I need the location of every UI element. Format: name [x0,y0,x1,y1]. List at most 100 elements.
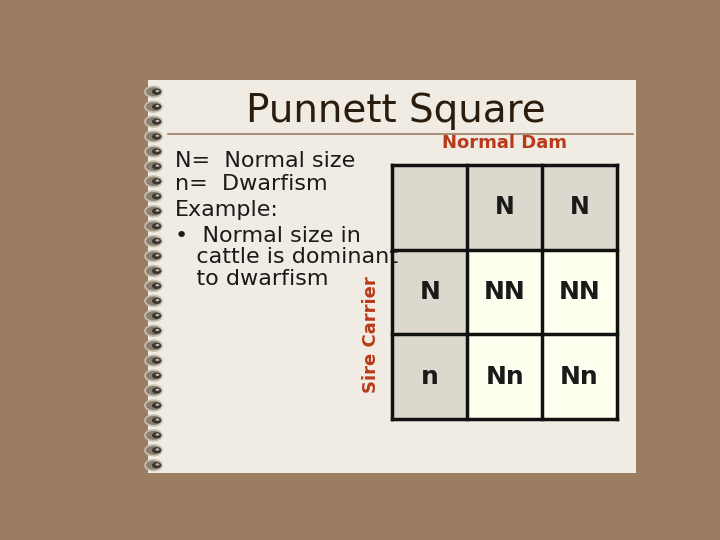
Ellipse shape [156,194,159,197]
Bar [392,165,617,249]
Ellipse shape [145,326,162,336]
Bar [467,334,542,419]
Ellipse shape [152,238,161,244]
Ellipse shape [152,357,161,364]
Ellipse shape [145,191,162,202]
Bar [542,249,617,334]
Ellipse shape [145,131,162,142]
Ellipse shape [156,418,159,421]
Ellipse shape [152,119,161,125]
Ellipse shape [145,86,162,97]
Ellipse shape [152,223,161,230]
Ellipse shape [156,463,159,465]
Ellipse shape [156,284,159,286]
Ellipse shape [156,224,159,227]
Ellipse shape [152,89,161,95]
Text: N: N [570,195,590,219]
Text: Example:: Example: [175,200,279,220]
Ellipse shape [156,329,159,331]
Ellipse shape [156,120,159,122]
Ellipse shape [145,161,162,172]
Ellipse shape [156,314,159,316]
Ellipse shape [152,328,161,334]
Ellipse shape [152,298,161,304]
Bar [392,334,467,419]
Ellipse shape [145,445,162,456]
Text: cattle is dominant: cattle is dominant [175,247,398,267]
Ellipse shape [156,359,159,361]
Text: N: N [495,195,515,219]
Ellipse shape [156,90,159,92]
Ellipse shape [145,385,162,396]
Ellipse shape [145,146,162,157]
Ellipse shape [152,313,161,319]
Text: Nn: Nn [485,364,524,389]
Ellipse shape [156,105,159,107]
Ellipse shape [156,134,159,137]
Text: N: N [419,280,440,304]
Ellipse shape [152,193,161,199]
Ellipse shape [145,400,162,411]
Ellipse shape [156,165,159,167]
Ellipse shape [152,402,161,409]
Bar [392,249,467,334]
Text: Sire Carrier: Sire Carrier [361,276,379,393]
Ellipse shape [145,281,162,292]
Ellipse shape [145,266,162,276]
Ellipse shape [145,460,162,470]
Ellipse shape [152,164,161,170]
Ellipse shape [152,178,161,185]
Ellipse shape [145,340,162,351]
Ellipse shape [145,236,162,247]
Text: Normal Dam: Normal Dam [442,134,567,152]
Ellipse shape [152,283,161,289]
Ellipse shape [152,387,161,394]
Ellipse shape [156,150,159,152]
Ellipse shape [145,295,162,306]
Ellipse shape [156,254,159,256]
Ellipse shape [156,179,159,182]
Text: n=  Dwarfism: n= Dwarfism [175,174,328,194]
Ellipse shape [152,104,161,110]
Ellipse shape [145,206,162,217]
Text: Nn: Nn [560,364,599,389]
Ellipse shape [156,448,159,451]
Ellipse shape [156,389,159,391]
Ellipse shape [156,269,159,272]
Ellipse shape [152,268,161,274]
Ellipse shape [145,310,162,321]
Text: Punnett Square: Punnett Square [246,92,546,130]
Ellipse shape [152,462,161,468]
Ellipse shape [152,253,161,259]
Text: n: n [420,364,438,389]
Ellipse shape [156,344,159,346]
Ellipse shape [145,116,162,127]
Ellipse shape [152,417,161,423]
Ellipse shape [145,176,162,187]
Text: •  Normal size in: • Normal size in [175,226,361,246]
Ellipse shape [156,374,159,376]
Ellipse shape [145,430,162,441]
Ellipse shape [152,432,161,438]
Ellipse shape [152,148,161,154]
Bar [467,249,542,334]
Text: N=  Normal size: N= Normal size [175,151,356,171]
Ellipse shape [156,239,159,241]
Ellipse shape [145,355,162,366]
Bar [148,80,636,473]
Ellipse shape [145,415,162,426]
Ellipse shape [145,221,162,232]
Text: to dwarfism: to dwarfism [175,269,329,289]
Ellipse shape [152,447,161,454]
Bar [542,334,617,419]
Text: NN: NN [484,280,526,304]
Ellipse shape [145,370,162,381]
Ellipse shape [156,299,159,301]
Ellipse shape [156,434,159,436]
Ellipse shape [152,342,161,349]
Ellipse shape [152,373,161,379]
Ellipse shape [152,208,161,214]
Ellipse shape [156,210,159,212]
Ellipse shape [156,403,159,406]
Text: NN: NN [559,280,600,304]
